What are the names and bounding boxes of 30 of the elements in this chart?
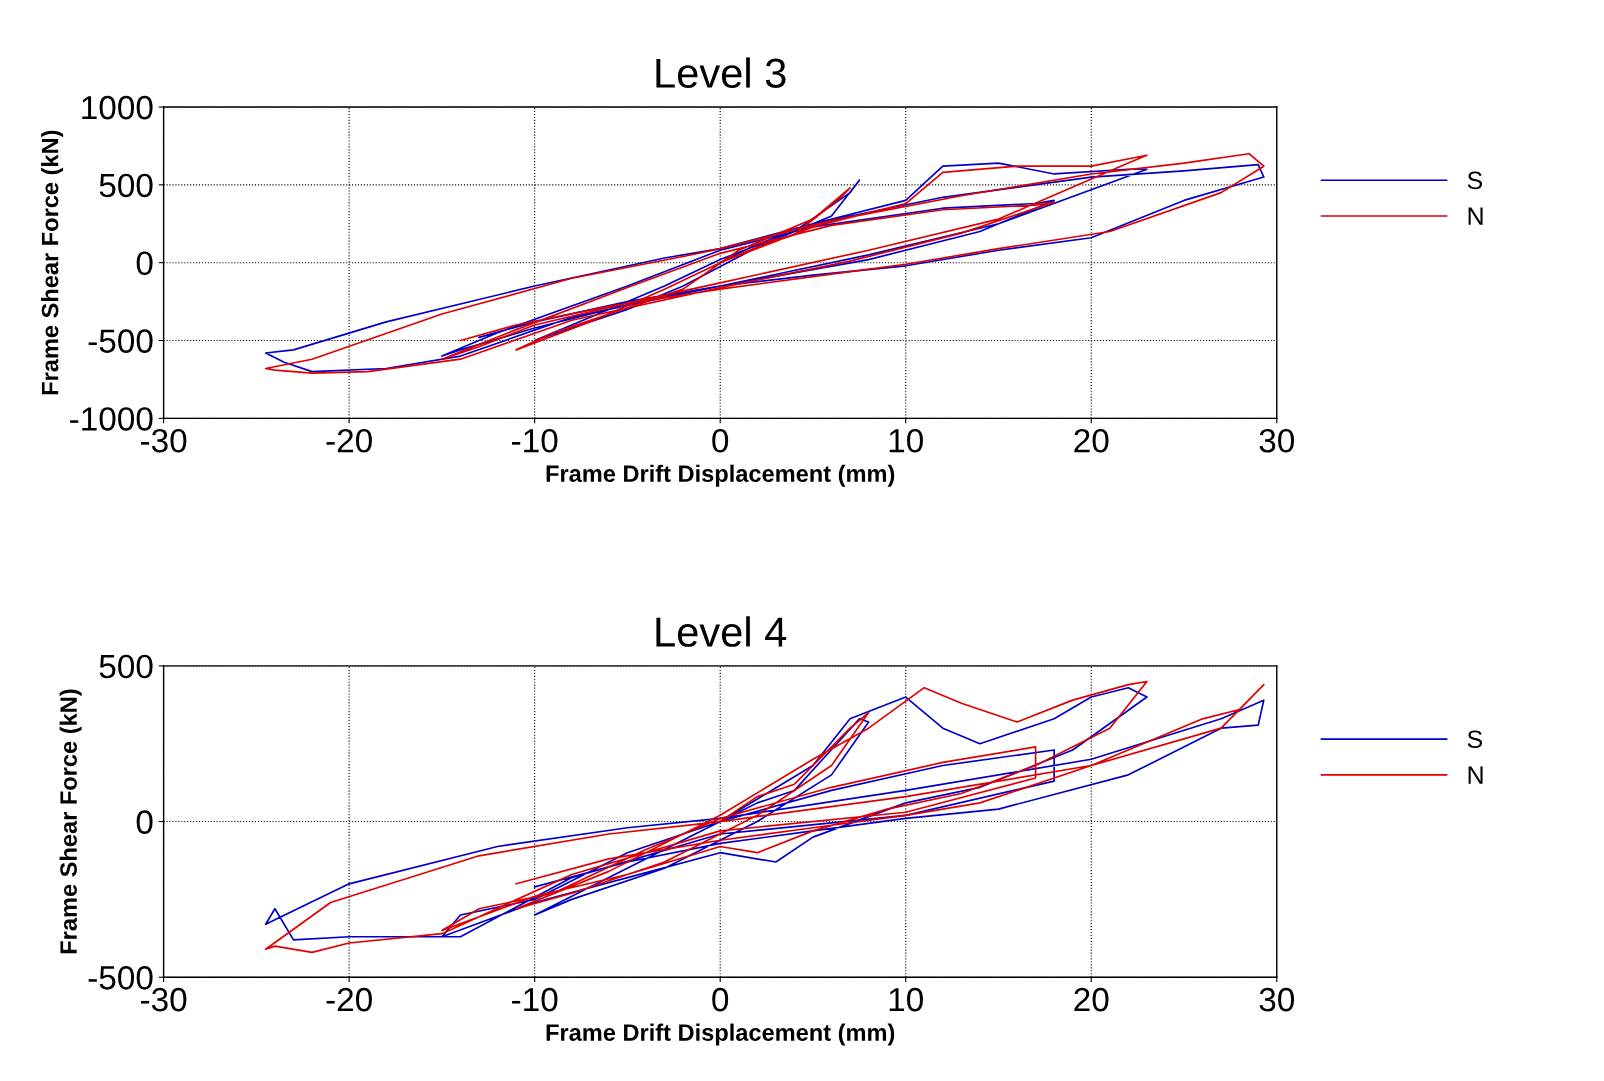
x-axis-title: Frame Drift Displacement (mm) <box>546 464 895 487</box>
x-axis-title: Frame Drift Displacement (mm) <box>546 1023 895 1046</box>
x-tick-label: -20 <box>326 987 372 1012</box>
y-axis-title: Frame Shear Force (kN) <box>41 130 64 395</box>
legend-label: N <box>1468 207 1483 225</box>
y-tick-label: 0 <box>136 251 153 276</box>
y-tick-label: 0 <box>136 810 153 834</box>
x-tick-label: -30 <box>141 428 187 453</box>
x-tick-label: 0 <box>712 987 729 1012</box>
x-tick-label: 30 <box>1259 428 1295 453</box>
legend-label: S <box>1467 171 1483 190</box>
y-tick-label: 500 <box>99 173 153 198</box>
y-tick-label: -1000 <box>70 407 153 431</box>
x-tick-label: 20 <box>1074 987 1109 1012</box>
x-tick-label: -10 <box>512 987 558 1012</box>
x-tick-label: 30 <box>1259 987 1295 1012</box>
x-tick-label: -10 <box>512 428 558 453</box>
y-axis-title: Frame Shear Force (kN) <box>59 689 82 954</box>
chart-title: Level 3 <box>656 57 786 88</box>
x-tick-label: 0 <box>712 428 729 453</box>
y-tick-label: 500 <box>99 654 153 679</box>
y-tick-label: -500 <box>88 329 153 353</box>
y-tick-label: 1000 <box>82 95 153 120</box>
chart-title: Level 4 <box>656 616 787 647</box>
x-tick-label: -20 <box>326 428 372 453</box>
legend-label: S <box>1467 730 1483 749</box>
x-tick-label: 10 <box>889 428 923 453</box>
legend-label: N <box>1468 766 1483 784</box>
x-tick-label: 10 <box>889 987 923 1012</box>
x-tick-label: 20 <box>1074 428 1109 453</box>
